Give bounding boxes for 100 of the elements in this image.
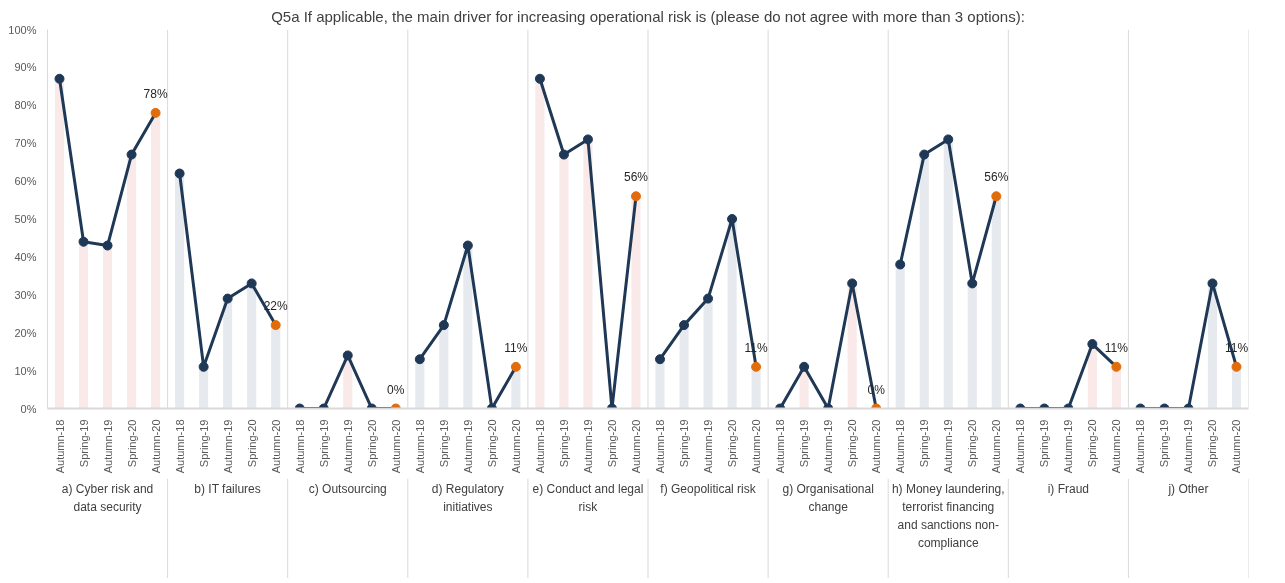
x-tick-label: Spring-20 [726,419,739,468]
x-tick-label: Spring-19 [798,419,811,468]
bar [223,298,233,409]
x-tick-label: Autumn-20 [1230,419,1243,474]
data-label: 11% [504,340,528,355]
point [967,278,978,289]
point [679,320,690,331]
x-tick-label: Spring-19 [557,419,570,468]
x-tick-label: Autumn-18 [894,419,907,474]
text: e) Conduct and legal risk [532,481,644,514]
x-tick-label: Spring-20 [605,419,618,468]
bar [919,154,929,409]
bar [727,219,737,409]
y-tick-label: 50% [14,213,37,225]
x-tick-label: Spring-20 [966,419,979,468]
bar [535,78,545,409]
point [462,240,473,251]
x-tick-label: Spring-19 [918,419,931,468]
x-tick-label: Autumn-19 [942,419,955,474]
bar [703,298,713,409]
x-tick-label: Spring-19 [1158,419,1171,468]
bar [175,173,185,409]
x-tick-label: Autumn-19 [221,419,234,474]
data-label: 11% [1104,340,1129,355]
point [438,320,449,331]
point [102,240,113,251]
data-label: 0% [387,382,405,397]
y-tick-label: 0% [20,402,37,415]
text: a) Cyber risk and data security [61,481,154,514]
bar [271,325,281,409]
text: b) IT failures [194,481,261,496]
y-tick-label: 70% [14,137,37,150]
bar [655,359,665,409]
bar [943,139,953,409]
point [655,354,666,365]
chart-title: Q5a If applicable, the main driver for increasing operational risk is (please do not agree with more than 3 options): [271,7,1025,25]
point [895,259,906,270]
x-tick-label: Autumn-20 [1110,419,1123,474]
x-tick-label: Autumn-18 [173,419,186,474]
text: i) Fraud [1047,481,1090,496]
x-tick-label: Spring-20 [485,419,498,468]
x-tick-label: Autumn-20 [149,419,162,474]
y-tick-label: 40% [14,250,37,263]
point [126,149,137,160]
y-tick-label: 60% [14,175,37,188]
x-tick-label: Autumn-18 [413,419,426,474]
text: h) Money laundering, terrorist financing and sanctions non-compliance [891,481,1005,551]
point [727,214,738,224]
point [246,278,257,289]
x-tick-label: Spring-20 [245,419,258,468]
text: d) Regulatory initiatives [431,481,504,514]
x-tick-label: Spring-19 [77,419,90,468]
bar [991,196,1001,409]
x-tick-label: Autumn-19 [101,419,114,474]
text: c) Outsourcing [308,481,387,496]
y-tick-label: 20% [14,326,37,339]
x-tick-label: Autumn-18 [774,419,787,474]
y-tick-label: 100% [8,23,37,36]
text: g) Organisational change [782,481,874,514]
x-tick-label: Autumn-18 [1014,419,1027,474]
point [582,134,593,145]
x-tick-label: Spring-19 [678,419,691,468]
x-tick-label: Autumn-20 [269,419,282,474]
y-tick-label: 30% [14,288,37,301]
data-label: 78% [143,86,168,101]
y-tick-label: 10% [14,364,37,377]
x-tick-label: Autumn-18 [53,419,66,474]
x-tick-label: Spring-19 [437,419,450,468]
x-tick-label: Autumn-18 [293,419,306,474]
y-tick-label: 90% [14,61,37,74]
point [703,293,714,304]
x-tick-label: Spring-20 [1206,419,1219,468]
x-tick-label: Autumn-20 [509,419,522,474]
x-tick-label: Autumn-18 [1134,419,1147,474]
x-tick-label: Autumn-20 [389,419,402,474]
x-tick-label: Autumn-20 [750,419,763,474]
point [414,354,425,365]
x-tick-label: Spring-20 [365,419,378,468]
point [558,149,569,160]
x-tick-label: Autumn-19 [822,419,835,474]
x-tick-label: Autumn-20 [629,419,642,474]
x-tick-label: Autumn-19 [341,419,354,474]
point [174,168,185,179]
x-tick-label: Autumn-19 [581,419,594,474]
x-tick-label: Spring-20 [846,419,859,468]
x-tick-label: Autumn-19 [461,419,474,474]
bar [439,325,449,409]
x-tick-label: Autumn-19 [1182,419,1195,474]
text: f) Geopolitical risk [660,481,757,496]
point [847,278,858,289]
point [534,73,545,84]
x-tick-label: Autumn-20 [990,419,1003,474]
point [342,350,353,361]
bar [631,196,641,409]
data-label: 56% [623,170,649,185]
point [198,361,209,372]
point [943,134,954,145]
point [919,149,930,160]
x-tick-label: Spring-19 [317,419,330,468]
text: j) Other [1167,481,1209,496]
